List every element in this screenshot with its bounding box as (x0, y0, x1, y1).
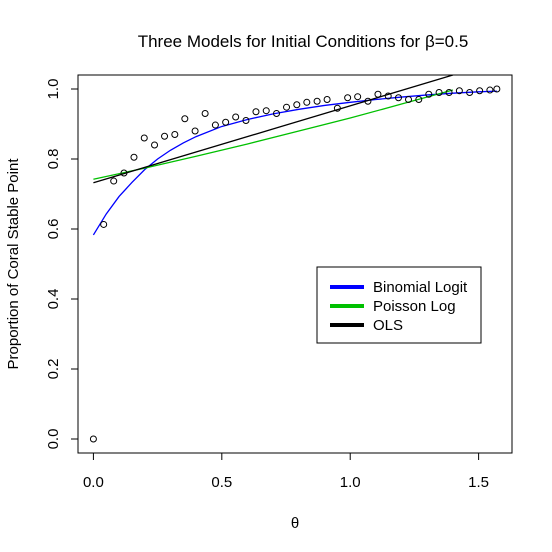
data-point (283, 103, 291, 111)
data-point (405, 96, 413, 103)
data-point (232, 113, 240, 121)
x-tick-label: 1.5 (468, 474, 489, 491)
data-point (445, 89, 453, 96)
data-point (394, 94, 402, 102)
legend-label: Binomial Logit (373, 279, 468, 296)
chart-title: Three Models for Initial Conditions for … (138, 32, 469, 51)
data-point (425, 90, 433, 98)
data-point (140, 134, 148, 142)
y-tick-label: 1.0 (45, 79, 62, 100)
data-point (273, 110, 281, 117)
data-point (130, 153, 138, 161)
data-point (110, 177, 118, 185)
y-tick-label: 0.0 (45, 429, 62, 450)
legend-label: Poisson Log (373, 298, 456, 315)
data-point (323, 96, 331, 103)
data-point (486, 86, 494, 94)
y-axis-label: Proportion of Coral Stable Point (5, 158, 22, 370)
data-point (171, 131, 179, 138)
data-point (455, 87, 463, 95)
data-point (252, 108, 260, 116)
data-point (466, 89, 474, 96)
data-point (415, 96, 423, 103)
data-point (293, 101, 301, 109)
data-point (262, 107, 270, 115)
data-point (313, 97, 321, 105)
x-tick-label: 1.0 (340, 474, 361, 491)
y-tick-label: 0.6 (45, 219, 62, 240)
data-point (222, 118, 230, 126)
data-point (303, 98, 311, 106)
y-axis: 0.0 0.2 0.4 0.6 0.8 1.0 (45, 79, 79, 450)
data-point (181, 115, 189, 123)
data-point (151, 141, 159, 149)
legend: Binomial Logit Poisson Log OLS (316, 266, 482, 344)
y-tick-label: 0.8 (45, 149, 62, 170)
x-tick-label: 0.5 (211, 474, 232, 491)
data-point (89, 435, 97, 443)
data-point (435, 89, 443, 96)
y-tick-label: 0.4 (45, 289, 62, 310)
series-line-poisson-log (93, 89, 454, 180)
data-point (191, 127, 199, 135)
data-point (100, 220, 108, 228)
data-point (364, 97, 372, 105)
data-point (333, 104, 341, 112)
data-point (493, 85, 501, 93)
series-line-binomial-logit (92, 90, 497, 236)
legend-label: OLS (373, 317, 403, 334)
x-tick-label: 0.0 (83, 474, 104, 491)
data-point (120, 169, 128, 177)
data-point (374, 90, 382, 98)
data-point (384, 92, 392, 100)
series-line-ols (93, 75, 454, 184)
data-point (344, 94, 352, 102)
data-point (242, 117, 250, 124)
data-point (161, 132, 169, 140)
x-axis-label: θ (291, 515, 299, 532)
plot-area (89, 75, 501, 443)
x-axis: 0.0 0.5 1.0 1.5 (83, 452, 489, 491)
data-point (211, 121, 219, 129)
data-point (201, 110, 209, 117)
data-point (476, 87, 484, 95)
data-point (354, 93, 362, 101)
y-tick-label: 0.2 (45, 359, 62, 380)
